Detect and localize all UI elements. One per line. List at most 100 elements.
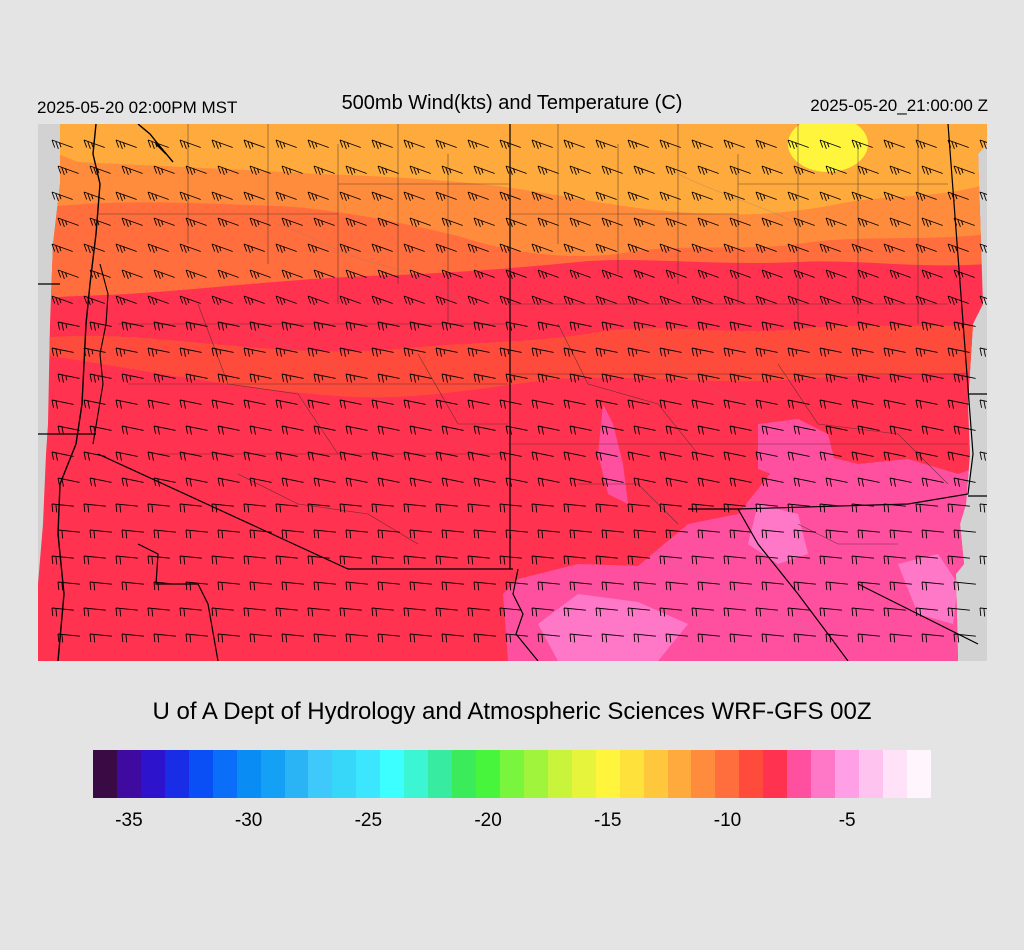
wind-barb — [281, 165, 303, 176]
wind-barb — [723, 347, 746, 357]
wind-barb — [185, 633, 208, 643]
wind-barb — [473, 477, 496, 487]
wind-barb — [755, 295, 777, 306]
wind-barb — [761, 529, 784, 539]
wind-barb — [569, 373, 592, 383]
wind-barb — [915, 555, 938, 565]
wind-barb — [723, 503, 746, 513]
wind-barb — [595, 607, 618, 617]
wind-barb — [979, 191, 987, 202]
wind-barb — [147, 347, 170, 357]
wind-barb — [659, 139, 681, 150]
wind-barb — [819, 139, 841, 150]
wind-barb — [755, 555, 778, 565]
wind-barb — [179, 139, 201, 150]
wind-barb — [793, 425, 816, 435]
wind-barb — [761, 581, 784, 591]
wind-barb — [217, 217, 239, 228]
wind-barb — [313, 477, 336, 487]
wind-barb — [729, 477, 752, 487]
wind-barb — [83, 191, 105, 202]
wind-barb — [275, 191, 297, 202]
wind-barb — [51, 555, 74, 565]
wind-barb — [249, 633, 272, 643]
wind-barb — [723, 607, 746, 617]
wind-barb — [659, 295, 681, 306]
wind-barb — [563, 399, 586, 409]
wind-barb — [147, 399, 170, 409]
wind-barb — [569, 425, 592, 435]
wind-barb — [371, 347, 394, 357]
wind-barb — [915, 451, 938, 461]
colorbar-swatch — [667, 750, 692, 798]
wind-barb — [115, 503, 138, 513]
wind-barb — [761, 269, 783, 280]
wind-barb — [953, 425, 976, 435]
wind-barb — [851, 243, 873, 254]
wind-barb — [755, 399, 778, 409]
wind-barb — [531, 503, 554, 513]
wind-barb — [185, 477, 208, 487]
wind-barb — [435, 243, 457, 254]
wind-barb — [185, 373, 208, 383]
wind-barb — [89, 269, 111, 280]
wind-barb — [339, 295, 361, 306]
wind-barb — [883, 503, 906, 513]
wind-barb — [601, 165, 623, 176]
wind-barb — [915, 607, 938, 617]
wind-barb — [665, 373, 688, 383]
wind-barb — [275, 607, 298, 617]
wind-barb — [627, 555, 650, 565]
wind-barb — [435, 139, 457, 150]
wind-barb — [595, 139, 617, 150]
wind-barb — [185, 165, 207, 176]
wind-barb — [531, 191, 553, 202]
colorbar-swatch — [547, 750, 572, 798]
wind-barb — [409, 321, 432, 331]
wind-barb — [313, 321, 336, 331]
wind-barb — [691, 139, 713, 150]
colorbar-tick-label: -10 — [713, 810, 742, 831]
wind-barb — [249, 165, 271, 176]
wind-barb — [243, 191, 265, 202]
wind-barb — [537, 373, 560, 383]
wind-barb — [51, 295, 73, 306]
wind-barb — [755, 607, 778, 617]
wind-barb — [57, 529, 80, 539]
wind-barb — [377, 269, 399, 280]
colorbar-swatch — [811, 750, 836, 798]
wind-barb — [787, 295, 809, 306]
wind-barb — [979, 347, 987, 357]
wind-barb — [889, 633, 912, 643]
wind-barb — [371, 503, 394, 513]
wind-barb — [409, 269, 431, 280]
wind-barb — [435, 607, 458, 617]
wind-barb — [377, 217, 399, 228]
wind-barb — [467, 399, 490, 409]
wind-barb — [51, 243, 73, 254]
colorbar-swatch — [428, 750, 453, 798]
wind-barb — [537, 633, 560, 643]
wind-barb — [211, 347, 234, 357]
wind-barb — [537, 165, 559, 176]
wind-barb — [793, 321, 816, 331]
wind-barb — [793, 217, 815, 228]
wind-barb — [345, 425, 368, 435]
wind-barb — [825, 425, 848, 435]
wind-barb — [409, 529, 432, 539]
wind-barb — [57, 165, 79, 176]
wind-barb — [211, 399, 234, 409]
wind-barb — [153, 165, 175, 176]
wind-barb — [441, 425, 464, 435]
wind-barb — [921, 165, 943, 176]
wind-barb — [57, 321, 80, 331]
wind-barb — [697, 165, 719, 176]
wind-barb — [761, 477, 784, 487]
wind-barb — [345, 269, 367, 280]
wind-barb — [755, 243, 777, 254]
wind-barb — [595, 399, 618, 409]
wind-barb — [979, 139, 987, 150]
wind-barb — [499, 399, 522, 409]
wind-barb — [729, 425, 752, 435]
wind-barb — [947, 139, 969, 150]
